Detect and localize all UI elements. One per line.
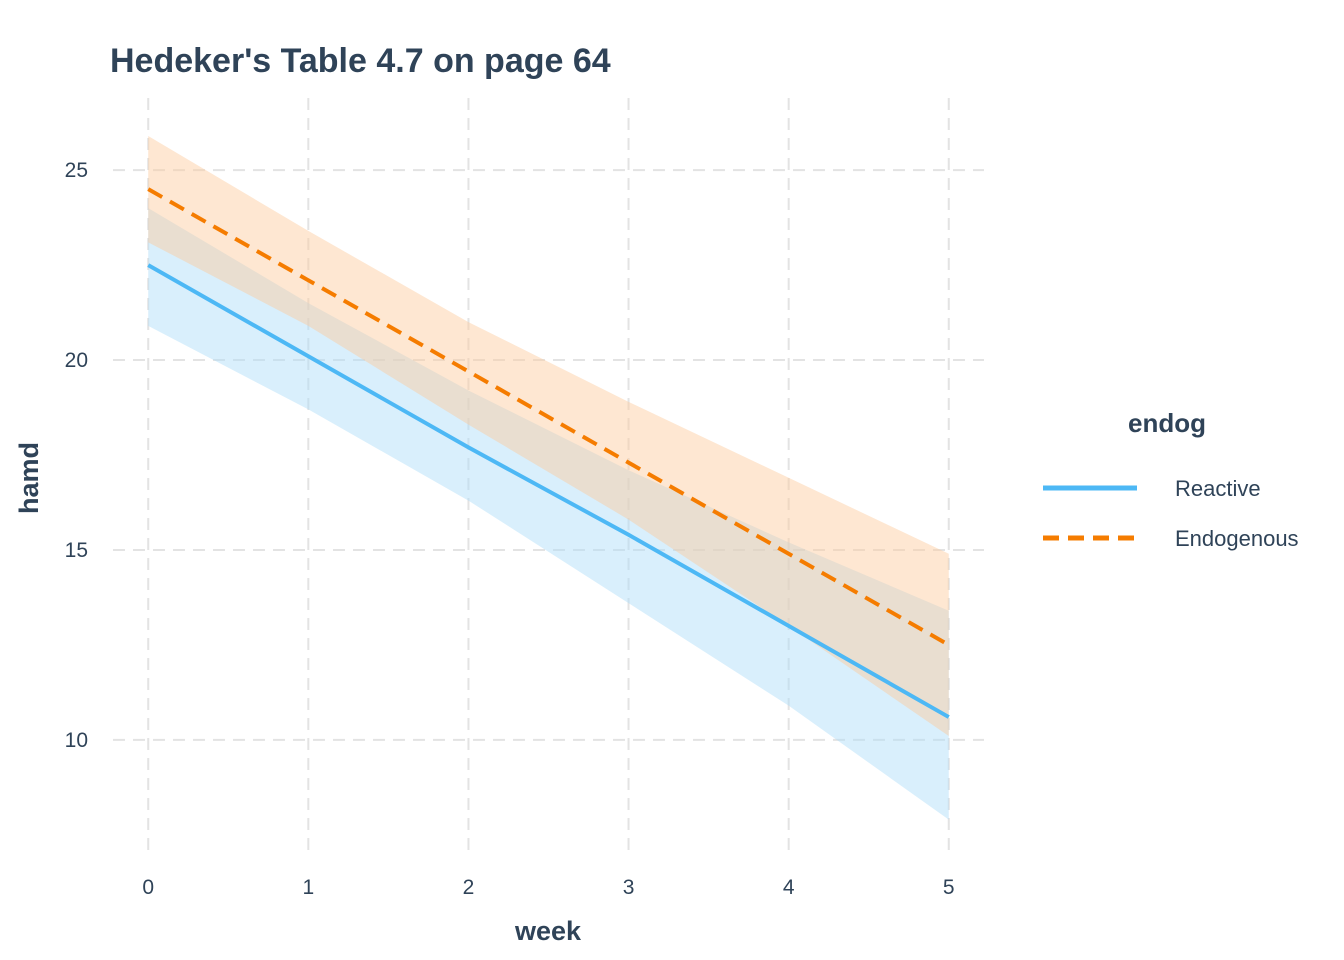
- confidence-band-reactive: [148, 208, 949, 820]
- y-tick-label: 25: [65, 159, 88, 182]
- x-axis-ticks: 0 1 2 3 4 5: [142, 876, 954, 899]
- x-tick-label: 5: [943, 876, 955, 899]
- legend-title: endog: [1128, 408, 1206, 438]
- x-tick-label: 1: [302, 876, 314, 899]
- confidence-band-endogenous: [148, 135, 949, 737]
- grid-lines: [113, 98, 984, 850]
- x-tick-label: 2: [463, 876, 475, 899]
- y-axis-title: hamd: [14, 442, 44, 514]
- x-axis-title: week: [514, 916, 582, 946]
- y-tick-label: 10: [65, 729, 88, 752]
- legend: endog Reactive Endogenous: [1043, 408, 1299, 551]
- x-tick-label: 4: [783, 876, 795, 899]
- chart-title: Hedeker's Table 4.7 on page 64: [110, 42, 611, 80]
- confidence-bands: [148, 135, 949, 820]
- y-axis-ticks: 10 15 20 25: [65, 159, 88, 752]
- legend-label-endogenous: Endogenous: [1175, 526, 1299, 551]
- x-tick-label: 0: [142, 876, 154, 899]
- series-lines: [147, 187, 950, 719]
- legend-label-reactive: Reactive: [1175, 476, 1261, 501]
- y-tick-label: 15: [65, 539, 88, 562]
- y-tick-label: 20: [65, 349, 88, 372]
- series-line-endogenous: [147, 187, 950, 647]
- series-line-reactive: [147, 263, 950, 719]
- legend-items: Reactive Endogenous: [1043, 476, 1299, 551]
- x-tick-label: 3: [623, 876, 635, 899]
